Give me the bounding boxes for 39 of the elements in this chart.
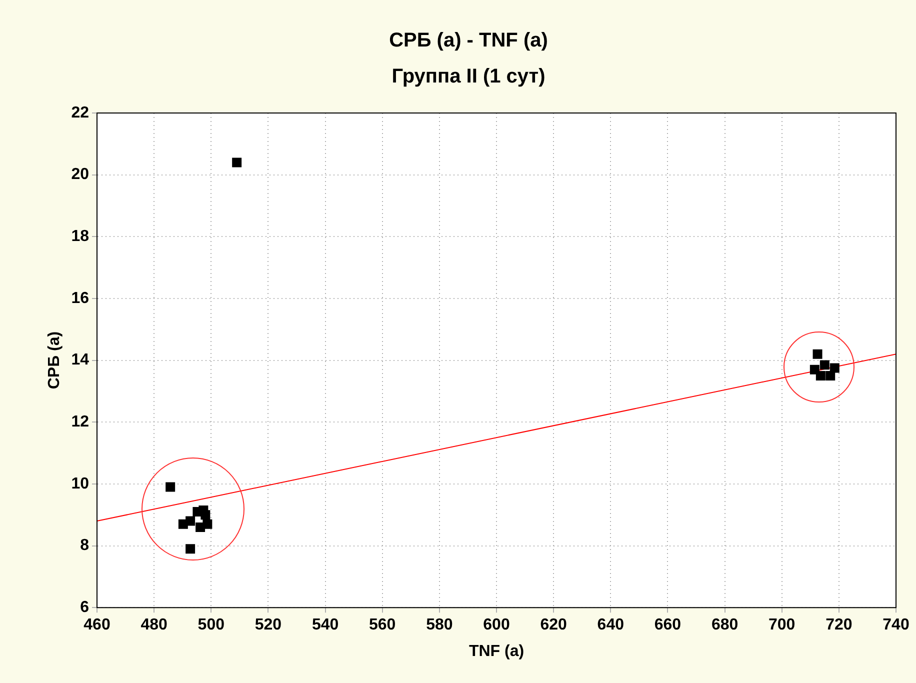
y-tick-label: 14 bbox=[71, 352, 90, 369]
x-tick-label: 700 bbox=[768, 616, 796, 634]
x-tick-label: 600 bbox=[483, 616, 510, 634]
point bbox=[812, 349, 822, 359]
y-tick-label: 6 bbox=[80, 599, 90, 616]
y-tick-label: 20 bbox=[71, 166, 90, 184]
point bbox=[232, 158, 242, 168]
x-tick-label: 520 bbox=[254, 616, 282, 634]
x-tick-label: 660 bbox=[654, 616, 682, 634]
x-tick-label: 740 bbox=[882, 616, 910, 634]
point bbox=[202, 519, 212, 529]
x-tick-label: 540 bbox=[312, 616, 339, 634]
y-tick-label: 22 bbox=[71, 104, 90, 122]
point bbox=[816, 371, 826, 380]
point bbox=[200, 510, 210, 520]
x-tick-label: 480 bbox=[140, 616, 168, 634]
y-tick-label: 10 bbox=[71, 475, 90, 492]
x-tick-label: 680 bbox=[711, 616, 738, 634]
x-tick-label: 500 bbox=[198, 616, 225, 634]
x-tick-label: 560 bbox=[369, 616, 396, 634]
point bbox=[820, 360, 830, 370]
point bbox=[186, 516, 196, 526]
point bbox=[826, 371, 836, 380]
y-tick-label: 16 bbox=[71, 290, 90, 307]
x-tick-label: 580 bbox=[426, 616, 453, 634]
x-tick-label: 620 bbox=[540, 616, 568, 634]
x-axis-title: TNF (a) bbox=[468, 642, 524, 660]
point bbox=[166, 482, 176, 492]
y-tick-label: 12 bbox=[71, 414, 90, 431]
x-tick-label: 720 bbox=[826, 616, 852, 634]
x-tick-label: 460 bbox=[84, 616, 110, 634]
y-tick-label: 18 bbox=[71, 228, 90, 246]
chart-title: СРБ (a) - TNF (a) bbox=[389, 30, 548, 52]
chart-subtitle: Группа II (1 сут) bbox=[392, 66, 546, 88]
y-axis-title: СРБ (a) bbox=[46, 331, 64, 390]
point bbox=[830, 363, 840, 373]
x-tick-label: 640 bbox=[597, 616, 624, 634]
y-tick-label: 8 bbox=[80, 537, 90, 554]
point bbox=[186, 544, 196, 554]
